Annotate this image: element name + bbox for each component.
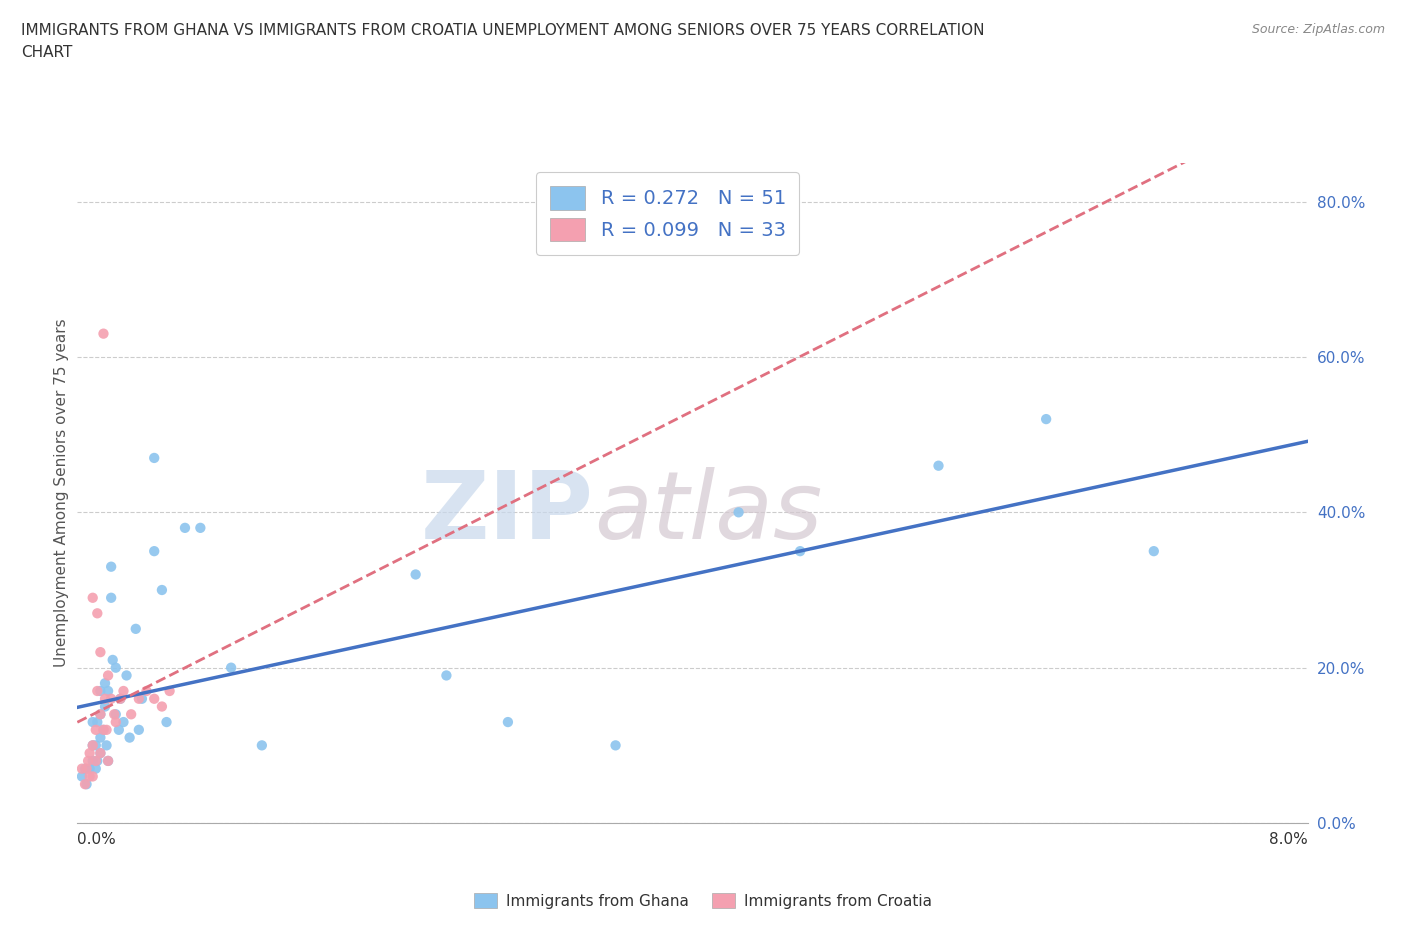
Point [1143, 544, 1166, 559]
Point [188, 521, 212, 536]
Point [155, 714, 177, 729]
Point [789, 544, 811, 559]
Point [108, 723, 131, 737]
Point [103, 707, 125, 722]
Point [97, 753, 120, 768]
Point [93, 723, 115, 737]
Point [94, 699, 117, 714]
Point [89, 684, 111, 698]
Point [928, 458, 950, 473]
Text: ZIP: ZIP [422, 467, 595, 559]
Text: 8.0%: 8.0% [1268, 832, 1308, 847]
Point [73, 762, 96, 777]
Point [70, 762, 93, 777]
Point [82, 737, 104, 752]
Point [143, 544, 166, 559]
Point [159, 684, 181, 698]
Point [94, 691, 117, 706]
Point [100, 559, 122, 574]
Point [86, 753, 108, 768]
Legend: Immigrants from Ghana, Immigrants from Croatia: Immigrants from Ghana, Immigrants from C… [468, 886, 938, 915]
Y-axis label: Unemployment Among Seniors over 75 years: Unemployment Among Seniors over 75 years [53, 319, 69, 667]
Point [96, 737, 118, 752]
Point [82, 769, 104, 784]
Text: CHART: CHART [21, 45, 73, 60]
Point [84, 762, 107, 777]
Point [89, 707, 111, 722]
Point [100, 591, 122, 605]
Point [128, 723, 150, 737]
Point [128, 691, 150, 706]
Point [97, 684, 120, 698]
Point [82, 591, 104, 605]
Text: IMMIGRANTS FROM GHANA VS IMMIGRANTS FROM CROATIA UNEMPLOYMENT AMONG SENIORS OVER: IMMIGRANTS FROM GHANA VS IMMIGRANTS FROM… [21, 23, 984, 38]
Point [110, 691, 132, 706]
Point [727, 505, 749, 520]
Text: 0.0%: 0.0% [77, 832, 117, 847]
Point [219, 660, 242, 675]
Point [82, 737, 104, 752]
Point [112, 684, 135, 698]
Point [89, 746, 111, 761]
Point [120, 707, 142, 722]
Point [82, 753, 104, 768]
Point [93, 723, 115, 737]
Point [84, 737, 107, 752]
Point [86, 714, 108, 729]
Point [115, 668, 138, 683]
Point [143, 450, 166, 465]
Text: atlas: atlas [595, 467, 823, 558]
Point [77, 753, 100, 768]
Point [112, 714, 135, 729]
Point [84, 723, 107, 737]
Point [250, 737, 273, 752]
Point [89, 707, 111, 722]
Legend: R = 0.272   N = 51, R = 0.099   N = 33: R = 0.272 N = 51, R = 0.099 N = 33 [536, 172, 800, 255]
Point [135, 684, 157, 698]
Point [104, 714, 127, 729]
Point [96, 723, 118, 737]
Point [86, 605, 108, 620]
Point [174, 521, 197, 536]
Text: Source: ZipAtlas.com: Source: ZipAtlas.com [1251, 23, 1385, 36]
Point [150, 582, 173, 597]
Point [496, 714, 519, 729]
Point [93, 326, 115, 341]
Point [131, 691, 153, 706]
Point [73, 777, 96, 791]
Point [436, 668, 458, 683]
Point [76, 777, 98, 791]
Point [104, 707, 127, 722]
Point [94, 676, 117, 691]
Point [100, 691, 122, 706]
Point [76, 762, 98, 777]
Point [97, 668, 120, 683]
Point [86, 684, 108, 698]
Point [1035, 412, 1057, 427]
Point [110, 691, 132, 706]
Point [97, 753, 120, 768]
Point [70, 769, 93, 784]
Point [89, 746, 111, 761]
Point [82, 714, 104, 729]
Point [118, 730, 141, 745]
Point [79, 746, 101, 761]
Point [89, 644, 111, 659]
Point [143, 691, 166, 706]
Point [84, 753, 107, 768]
Point [79, 762, 101, 777]
Point [89, 730, 111, 745]
Point [125, 621, 148, 636]
Point [405, 567, 427, 582]
Point [101, 653, 124, 668]
Point [104, 660, 127, 675]
Point [79, 769, 101, 784]
Point [150, 699, 173, 714]
Point [605, 737, 627, 752]
